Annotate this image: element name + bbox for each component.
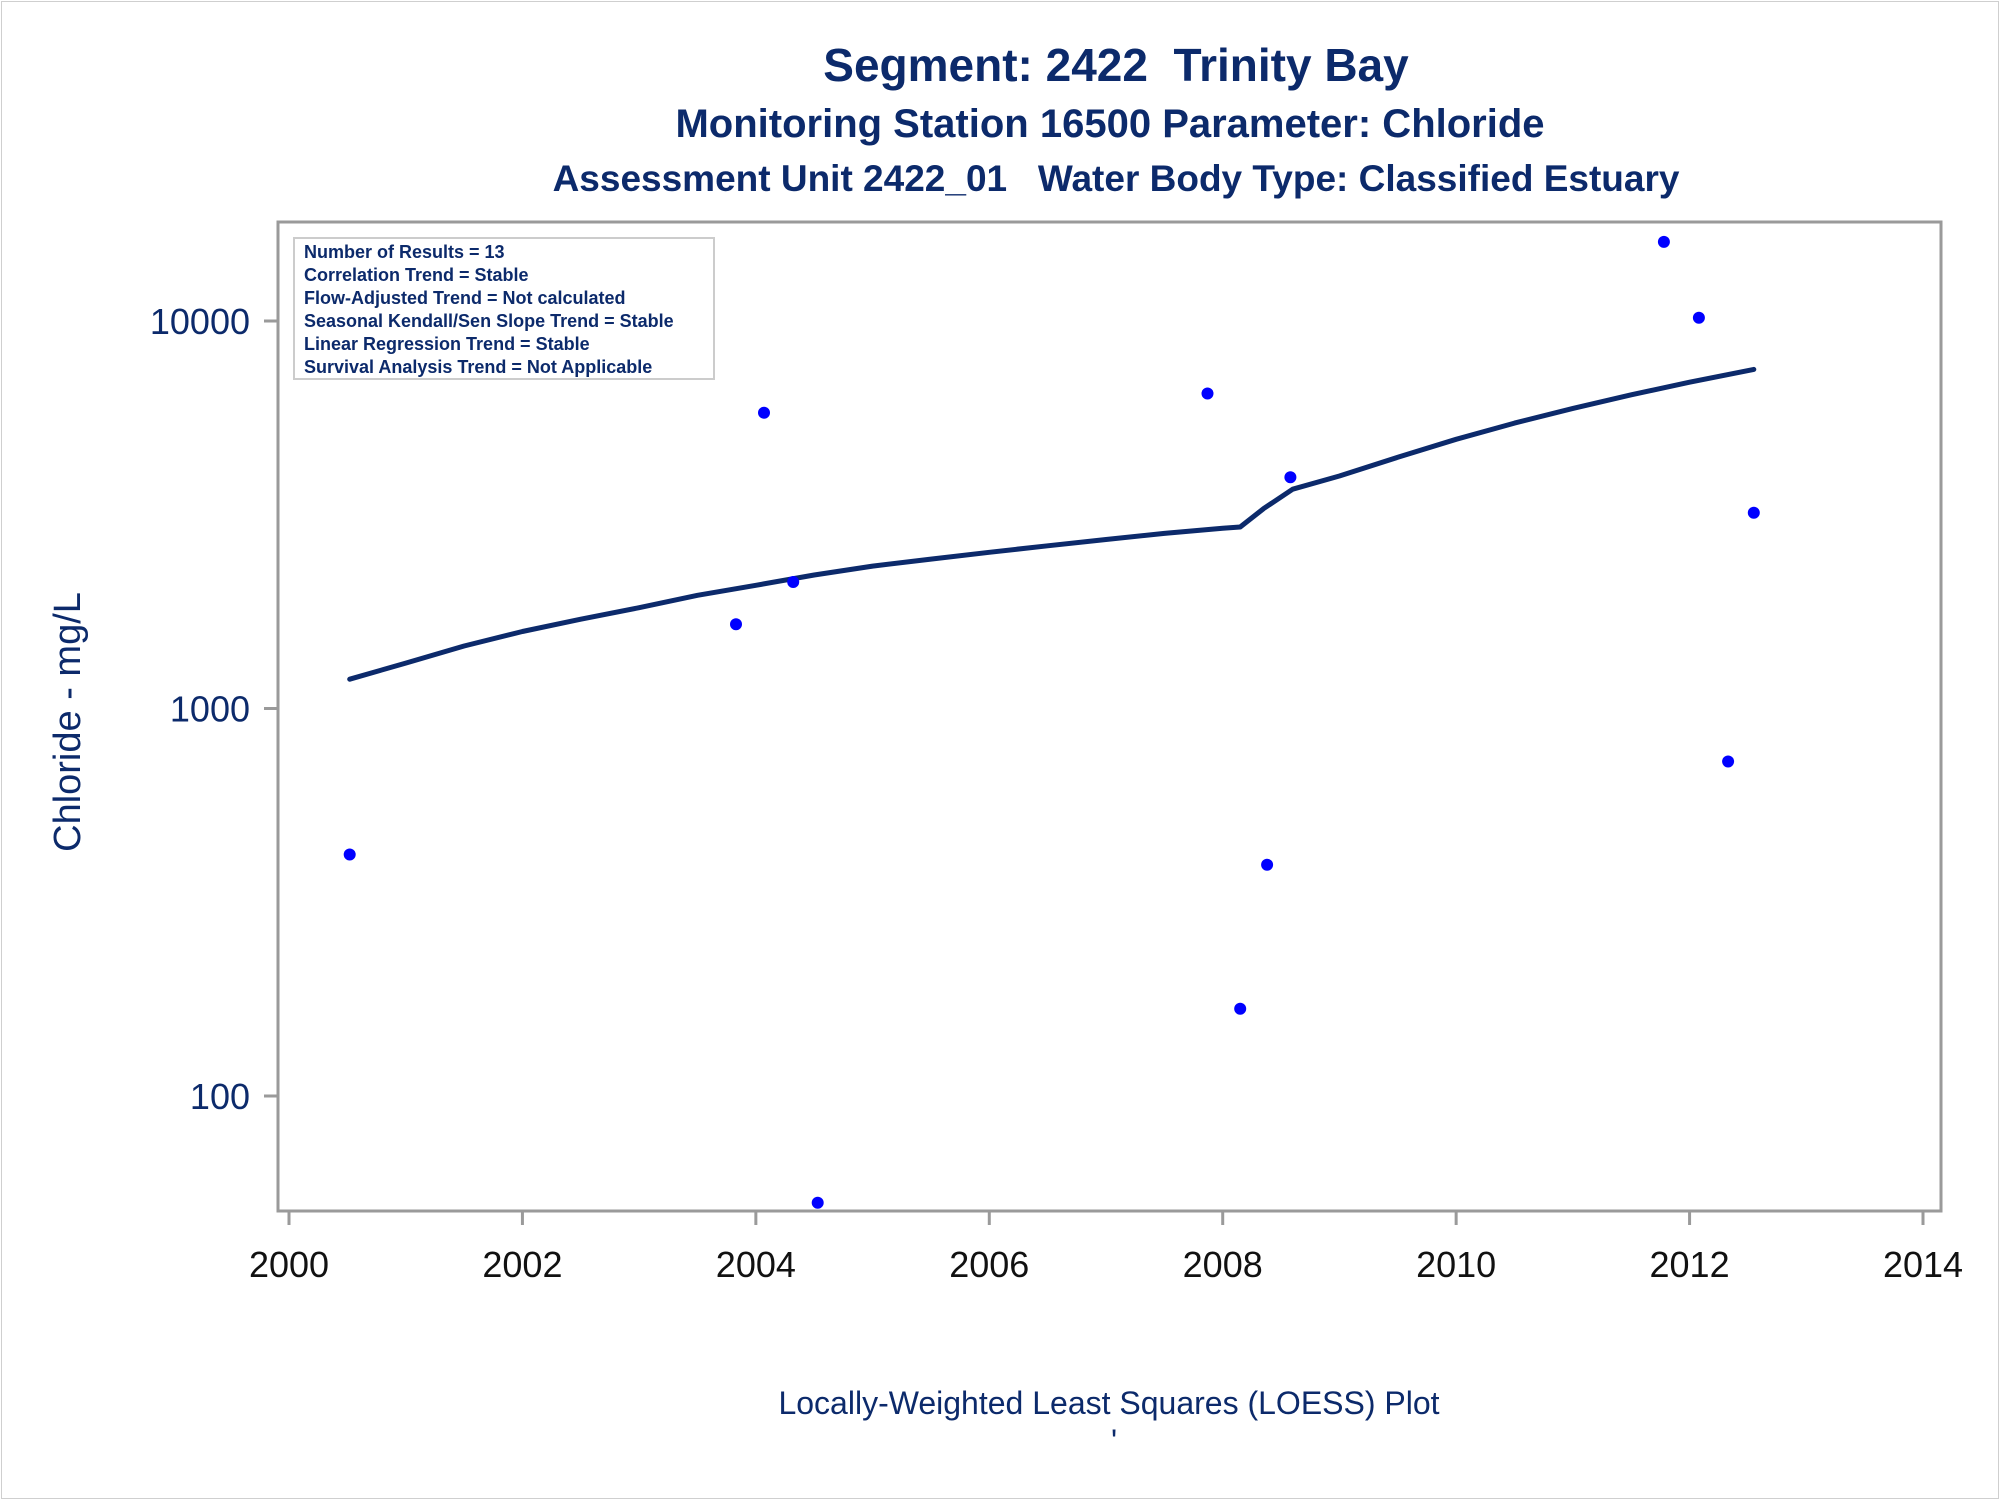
data-point [343,848,356,861]
data-point [1722,755,1735,768]
x-tick-label: 2006 [949,1244,1029,1285]
y-tick-label: 1000 [170,689,250,730]
data-point [1284,471,1297,484]
data-point [1657,235,1670,248]
y-tick-label: 10000 [150,301,250,342]
stats-line: Survival Analysis Trend = Not Applicable [304,357,652,377]
x-tick-label: 2012 [1650,1244,1730,1285]
stats-box-border [293,237,715,380]
stats-line: Correlation Trend = Stable [304,265,529,285]
stats-line: Linear Regression Trend = Stable [304,334,590,354]
chart-subtitle-2: Assessment Unit 2422_01 Water Body Type:… [552,158,1680,199]
chart-title: Segment: 2422 Trinity Bay [823,39,1409,91]
data-point [1747,506,1760,519]
y-axis-title: Chloride - mg/L [47,592,89,852]
points-layer [343,235,1760,1209]
data-point [811,1196,824,1209]
x-tick-label: 2002 [482,1244,562,1285]
plot-frame [276,220,1943,1213]
data-point [730,618,742,631]
x-axis-title: Locally-Weighted Least Squares (LOESS) P… [778,1385,1439,1421]
labels-layer: 2000 2002 2004 2006 2008 2010 2012 2014 100 1000 1… [47,301,1963,1459]
data-point [787,576,800,588]
footnote: ' [1111,1423,1117,1459]
axes-layer [264,220,1943,1225]
data-point [1692,311,1705,324]
x-tick-label: 2004 [716,1244,796,1285]
stats-line: Seasonal Kendall/Sen Slope Trend = Stabl… [304,311,674,331]
stats-line: Number of Results = 13 [304,242,505,262]
x-tick-label: 2000 [249,1244,329,1285]
x-tick-label: 2008 [1183,1244,1263,1285]
y-tick-label: 100 [190,1076,250,1117]
data-point [758,406,770,419]
loess-line [347,366,1757,682]
data-point [1261,858,1274,871]
chart-subtitle: Monitoring Station 16500 Parameter: Chlo… [675,102,1545,146]
data-point [1234,1002,1247,1015]
x-tick-label: 2014 [1883,1244,1963,1285]
stats-box: Number of Results = 13 Correlation Trend … [293,237,715,380]
loess-layer [347,366,1757,682]
data-point [1201,387,1214,400]
stats-line: Flow-Adjusted Trend = Not calculated [304,288,626,308]
x-tick-label: 2010 [1416,1244,1496,1285]
